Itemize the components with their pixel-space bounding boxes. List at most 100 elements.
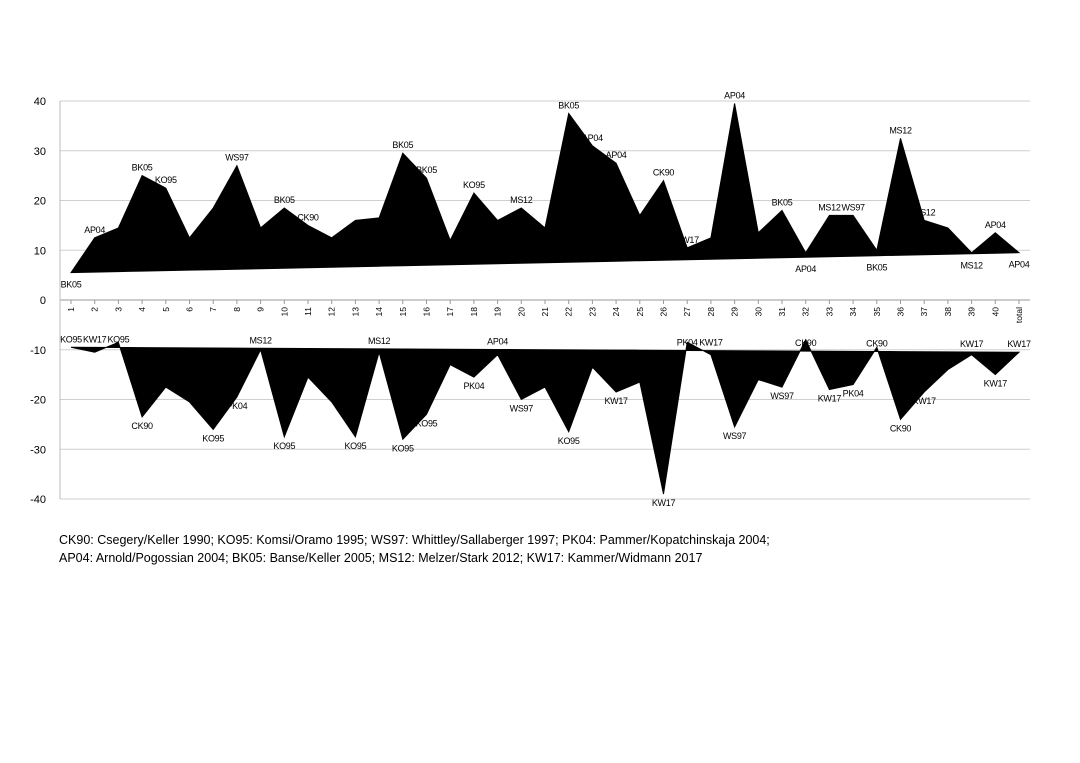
data-label: BK05 [772, 197, 793, 207]
data-label: PK04 [677, 337, 698, 347]
x-tick-label: 37 [919, 307, 929, 317]
x-tick-label: 25 [635, 307, 645, 317]
data-label: BK05 [132, 163, 153, 173]
data-label: CK90 [297, 212, 319, 222]
data-label: BK05 [866, 263, 887, 273]
data-label: PK04 [843, 389, 864, 399]
x-tick-label: 15 [398, 307, 408, 317]
x-tick-label: total [1014, 307, 1024, 323]
x-tick-label: 31 [777, 307, 787, 317]
data-label: KO95 [107, 335, 129, 345]
data-label: KO95 [155, 175, 177, 185]
data-label: KW17 [83, 334, 107, 344]
x-tick-label: 16 [422, 307, 432, 317]
areas [70, 103, 1021, 495]
x-tick-label: 24 [611, 307, 621, 317]
x-tick-label: 13 [350, 307, 360, 317]
x-tick-label: 6 [185, 307, 195, 312]
footnote-line-2: AP04: Arnold/Pogossian 2004; BK05: Banse… [59, 551, 703, 565]
data-label: KW17 [699, 338, 723, 348]
x-tick-label: 14 [374, 307, 384, 317]
x-tick-label: 33 [824, 307, 834, 317]
data-label: KO95 [416, 418, 438, 428]
data-label: AP04 [985, 220, 1006, 230]
data-label: MS12 [510, 195, 533, 205]
data-label: WS97 [225, 153, 249, 163]
data-label: KO95 [558, 436, 580, 446]
data-label: WS97 [723, 431, 747, 441]
data-label: CK90 [795, 338, 817, 348]
x-tick-label: 36 [896, 307, 906, 317]
data-label: KO95 [392, 443, 414, 453]
data-label: WS97 [770, 391, 794, 401]
data-label: AP04 [487, 337, 508, 347]
data-label: KO95 [60, 334, 82, 344]
x-tick-label: 11 [303, 307, 313, 316]
data-label: MS12 [913, 207, 936, 217]
y-tick-label: -10 [30, 345, 46, 357]
data-label: MS12 [960, 261, 983, 271]
x-tick-label: 18 [469, 307, 479, 317]
x-tick-label: 30 [753, 307, 763, 317]
data-label: KW17 [818, 394, 842, 404]
data-label: KW17 [1007, 339, 1031, 349]
data-label: KO95 [273, 441, 295, 451]
x-tick-label: 4 [137, 307, 147, 312]
y-tick-label: -30 [30, 444, 46, 456]
y-tick-label: 0 [40, 295, 46, 307]
data-label: WS97 [841, 202, 865, 212]
area-series-1 [70, 103, 1021, 274]
data-label: KW17 [652, 498, 676, 508]
x-tick-label: 12 [327, 307, 337, 317]
x-tick-label: 28 [706, 307, 716, 317]
x-tick-label: 39 [967, 307, 977, 317]
x-tick-label: 8 [232, 307, 242, 312]
data-label: KW17 [676, 235, 700, 245]
data-label: KO95 [463, 180, 485, 190]
data-label: WS97 [510, 404, 534, 414]
x-tick-label: 32 [801, 307, 811, 317]
y-tick-label: 10 [34, 245, 46, 257]
y-tick-label: -40 [30, 494, 46, 506]
footnote-line-1: CK90: Csegery/Keller 1990; KO95: Komsi/O… [59, 533, 770, 547]
data-label: MS12 [818, 202, 841, 212]
data-label: KO95 [202, 433, 224, 443]
y-axis: 40 30 20 10 0 -10 -20 -30 -40 [30, 96, 61, 506]
x-tick-label: 2 [90, 307, 100, 312]
data-label: AP04 [606, 150, 627, 160]
x-tick-label: 19 [493, 307, 503, 317]
data-label: KW17 [913, 396, 937, 406]
x-tick-label: 38 [943, 307, 953, 317]
x-tick-label: 1 [66, 307, 76, 312]
y-tick-label: 40 [34, 96, 46, 108]
data-label: BK05 [274, 195, 295, 205]
footnote: CK90: Csegery/Keller 1990; KO95: Komsi/O… [59, 531, 1059, 567]
data-label: PK04 [226, 401, 247, 411]
data-label: MS12 [889, 125, 912, 135]
x-tick-label: 26 [659, 307, 669, 317]
x-tick-label: 27 [682, 307, 692, 317]
area-series-2 [70, 338, 1021, 495]
y-tick-label: 20 [34, 196, 46, 208]
data-label: MS12 [249, 335, 272, 345]
x-tick-label: 34 [848, 307, 858, 317]
x-axis: 1 2 3 4 5 6 7 8 9 10 11 12 13 14 15 16 17 18 19 20 21 22 23 24 2… [66, 300, 1024, 323]
x-tick-label: 40 [990, 307, 1000, 317]
y-tick-label: 30 [34, 146, 46, 158]
data-label: AP04 [84, 225, 105, 235]
x-tick-label: 9 [256, 307, 266, 312]
data-label: MS12 [368, 336, 391, 346]
data-label: CK90 [131, 421, 153, 431]
data-label: BK05 [416, 165, 437, 175]
data-label: BK05 [558, 100, 579, 110]
x-tick-label: 7 [208, 307, 218, 312]
x-tick-label: 35 [872, 307, 882, 317]
x-tick-label: 3 [113, 307, 123, 312]
x-tick-label: 21 [540, 307, 550, 317]
data-label: KW17 [960, 339, 984, 349]
data-label: AP04 [724, 90, 745, 100]
x-tick-label: 17 [445, 307, 455, 317]
x-tick-label: 22 [564, 307, 574, 317]
x-tick-label: 29 [730, 307, 740, 317]
